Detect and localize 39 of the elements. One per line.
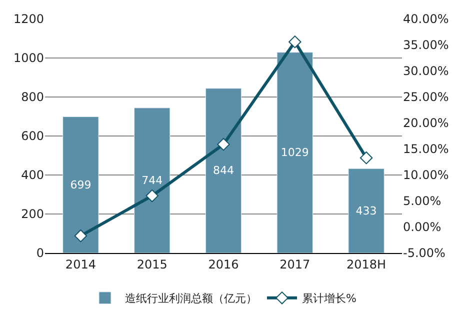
x-tick-label: 2016 — [208, 257, 239, 272]
bar — [205, 88, 242, 253]
point — [74, 229, 88, 242]
bar — [134, 108, 170, 253]
y2-tick-label: 5.00% — [403, 194, 442, 208]
data-label: 699 — [70, 178, 92, 192]
x-tick-label: 2017 — [280, 257, 310, 272]
y-tick-label: 600 — [21, 129, 44, 144]
data-label: 1029 — [280, 146, 309, 160]
legend-label: 累计增长% — [302, 292, 356, 306]
y2-tick-label: 25.00% — [403, 90, 449, 104]
y2-tick-label: 35.00% — [403, 38, 449, 52]
y2-tick-label: 10.00% — [403, 168, 449, 182]
x-tick-label: 2014 — [65, 257, 96, 272]
x-tick-label: 2015 — [136, 257, 168, 272]
y-tick-label: 0 — [36, 246, 44, 260]
point — [146, 189, 158, 202]
x-tick-label: 2018H — [346, 257, 386, 272]
y-tick-label: 400 — [21, 168, 44, 182]
y-tick-label: 800 — [21, 90, 44, 104]
y-tick-label: 1000 — [13, 51, 44, 66]
bar — [348, 168, 384, 253]
bar — [276, 52, 313, 253]
point — [288, 36, 302, 48]
data-label: 744 — [142, 174, 163, 187]
y2-tick-label: 40.00% — [403, 12, 449, 26]
point — [217, 138, 230, 151]
point — [360, 151, 373, 164]
y-tick-label: 1200 — [13, 12, 44, 26]
y2-tick-label: -5.00% — [403, 246, 446, 260]
bar — [62, 116, 99, 253]
legend-label: 造纸行业利润总额（亿元） — [125, 292, 257, 306]
y2-tick-label: 0.00% — [403, 220, 442, 234]
y2-tick-label: 20.00% — [403, 116, 449, 130]
data-label: 844 — [213, 164, 234, 178]
y-tick-label: 200 — [21, 207, 44, 222]
data-label: 433 — [356, 204, 377, 218]
y2-tick-label: 15.00% — [403, 142, 449, 156]
y2-tick-label: 30.00% — [403, 64, 449, 78]
